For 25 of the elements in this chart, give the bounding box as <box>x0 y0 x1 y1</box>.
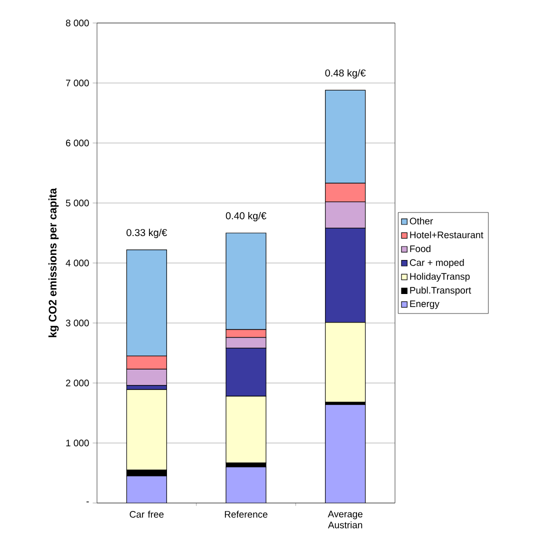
x-tick-label: Car free <box>130 510 164 518</box>
y-tick-label: 1 000 <box>66 440 89 446</box>
legend-label: Publ.Transport <box>410 286 472 296</box>
x-tick-label: Reference <box>224 510 268 518</box>
bar <box>126 476 167 503</box>
annotation: 0.48 kg/€ <box>325 69 366 78</box>
legend-label: Car + moped <box>410 258 464 268</box>
y-tick-label: 4 000 <box>66 260 89 266</box>
legend-label: Hotel+Restaurant <box>410 231 484 238</box>
y-axis-title: kg CO2 emissions per capita <box>48 188 59 338</box>
y-tick-label: 5 000 <box>66 200 89 206</box>
legend-label: Other <box>410 217 433 224</box>
legend-label: HolidayTransp <box>410 272 470 282</box>
x-tick-label: Average Austrian <box>328 510 362 528</box>
legend-label: Food <box>410 245 430 252</box>
bar <box>226 466 266 503</box>
y-tick-label: 7 000 <box>66 80 89 86</box>
legend-label: Energy <box>410 300 440 309</box>
annotation: 0.33 kg/€ <box>126 228 168 238</box>
y-tick-label: 8 000 <box>66 20 89 26</box>
annotation: 0.40 kg/€ <box>226 212 266 222</box>
y-tick-label: 3 000 <box>66 320 89 326</box>
y-tick-label: 2 000 <box>66 380 89 386</box>
bar <box>325 404 366 503</box>
y-tick-label: 6 000 <box>66 140 89 146</box>
